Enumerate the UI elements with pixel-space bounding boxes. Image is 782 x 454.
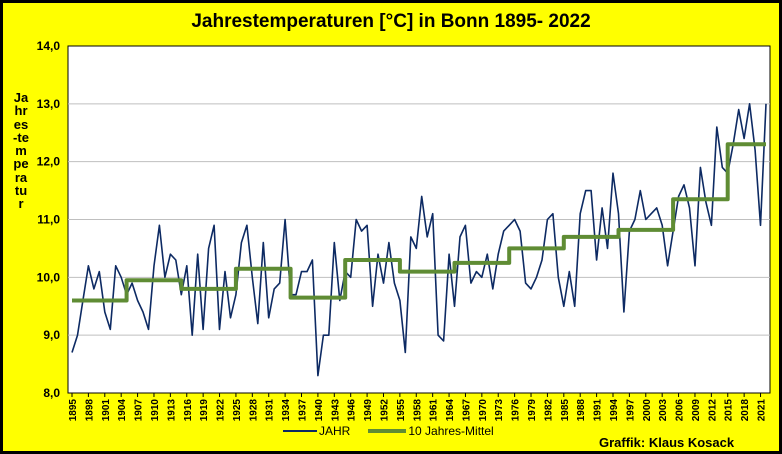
x-tick-label: 1970 (478, 399, 489, 422)
x-tick-label: 1982 (543, 399, 554, 422)
x-tick-label: 1907 (134, 399, 145, 422)
x-tick-label: 1919 (199, 399, 210, 422)
x-tick-label: 1964 (445, 399, 456, 422)
series-line-annual (71, 103, 767, 377)
x-tick-label: 1940 (314, 399, 325, 422)
y-tick-label: 13,0 (37, 97, 61, 111)
x-tick-label: 2018 (740, 399, 751, 422)
x-tick-label: 1946 (347, 399, 358, 422)
x-tick-label: 1976 (511, 399, 522, 422)
x-tick-label: 2006 (675, 399, 686, 422)
x-tick-label: 1901 (101, 399, 112, 422)
x-tick-label: 1979 (527, 399, 538, 422)
x-tick-label: 1973 (494, 399, 505, 422)
x-tick-label: 1910 (150, 399, 161, 422)
x-tick-label: 1988 (576, 399, 587, 422)
x-tick-label: 1961 (429, 399, 440, 422)
x-tick-label: 2003 (658, 399, 669, 422)
x-tick-label: 1931 (265, 399, 276, 422)
x-tick-label: 1994 (609, 399, 620, 422)
x-tick-label: 2015 (724, 399, 735, 422)
x-tick-label: 1967 (461, 399, 472, 422)
x-tick-label: 1949 (363, 399, 374, 422)
legend: JAHR 10 Jahres-Mittel (283, 424, 512, 438)
x-tick-label: 1934 (281, 399, 292, 422)
y-tick-label: 12,0 (37, 155, 61, 169)
x-tick-label: 1943 (330, 399, 341, 422)
x-tick-label: 1898 (84, 399, 95, 422)
x-tick-label: 1958 (412, 399, 423, 422)
x-tick-label: 1937 (298, 399, 309, 422)
x-tick-label: 1952 (379, 399, 390, 422)
x-tick-label: 1985 (560, 399, 571, 422)
x-tick-label: 1922 (216, 399, 227, 422)
x-tick-label: 1991 (593, 399, 604, 422)
x-tick-label: 2012 (707, 399, 718, 422)
x-tick-label: 1997 (625, 399, 636, 422)
chart-title: Jahrestemperaturen [°C] in Bonn 1895- 20… (191, 11, 591, 32)
chart-frame: Jahrestemperaturen [°C] in Bonn 1895- 20… (3, 3, 779, 451)
legend-label-annual: JAHR (319, 424, 351, 438)
y-tick-label: 11,0 (37, 213, 60, 227)
x-tick-label: 1913 (166, 399, 177, 422)
legend-item-annual: JAHR (283, 424, 350, 438)
y-tick-label: 8,0 (43, 386, 60, 400)
y-axis-label: Jahres-temperatur (13, 90, 29, 212)
x-tick-label: 1895 (68, 399, 79, 422)
y-tick-label: 9,0 (43, 328, 60, 342)
x-tick-label: 2021 (757, 399, 768, 422)
legend-swatch-decade (368, 429, 407, 433)
x-tick-label: 1928 (248, 399, 259, 422)
credit-text: Graffik: Klaus Kosack (599, 435, 735, 450)
x-tick-label: 1916 (183, 399, 194, 422)
line-chart: 8,0 9,0 10,0 11,0 12,0 13,0 14,0 1895 1898 1901 19… (37, 39, 771, 422)
series-line-decade (72, 142, 766, 303)
legend-label-decade: 10 Jahres-Mittel (408, 424, 494, 438)
legend-swatch-annual (283, 430, 317, 432)
x-tick-label: 2009 (691, 399, 702, 422)
x-tick-label: 1904 (117, 399, 128, 422)
x-tick-label: 2000 (642, 399, 653, 422)
x-tick-label: 1925 (232, 399, 243, 422)
y-tick-label: 10,0 (37, 270, 61, 284)
legend-item-decade: 10 Jahres-Mittel (368, 424, 494, 438)
x-tick-label: 1955 (396, 399, 407, 422)
y-tick-label: 14,0 (37, 39, 61, 53)
